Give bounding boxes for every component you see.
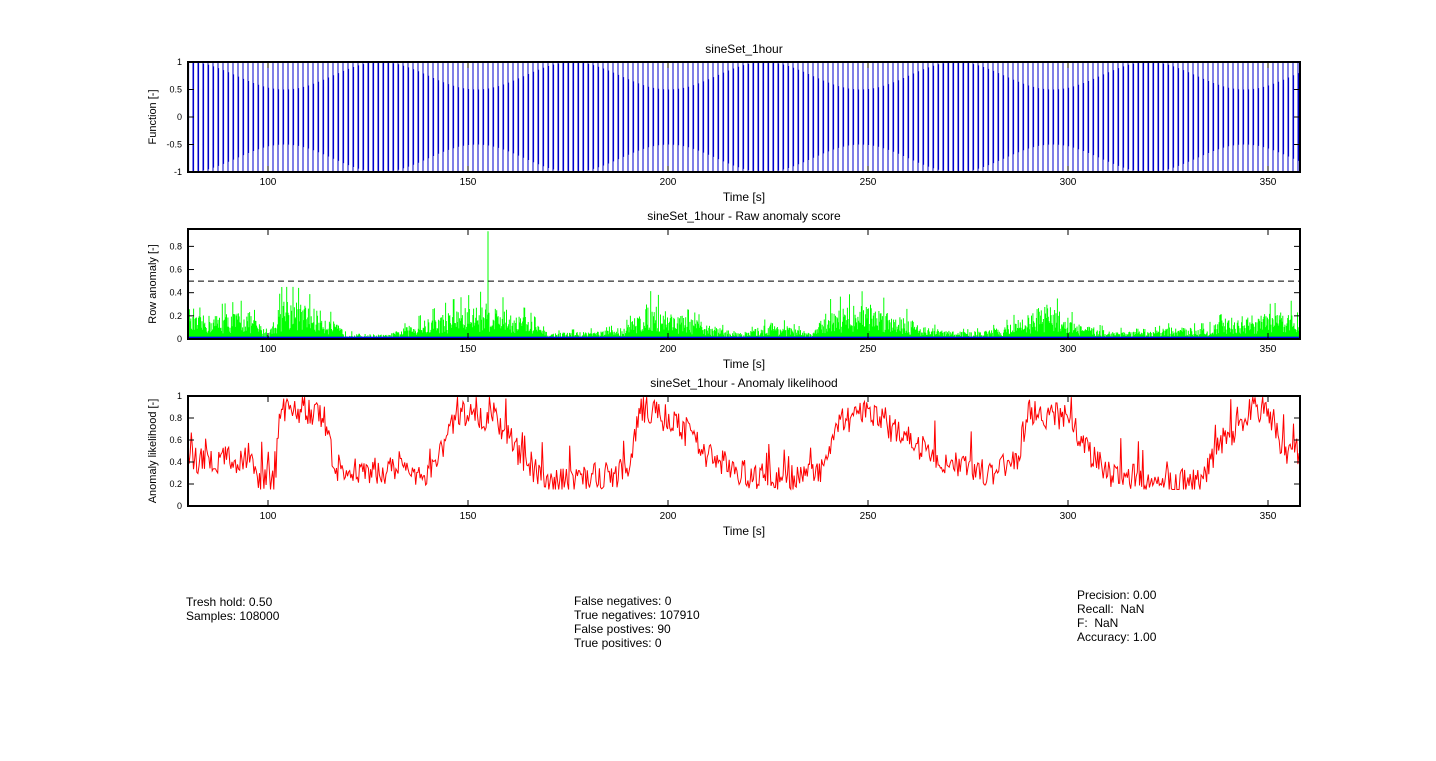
raw-anomaly-plot: 100 150 200 250 300 350 0 0.2 0.4 0.6 0.8 sineSet_1…: [147, 209, 1301, 371]
x-tick-label: 350: [1260, 511, 1277, 522]
y-tick-label: 0.5: [169, 85, 182, 95]
x-axis-label: Time [s]: [723, 190, 765, 204]
recall-label: Recall: NaN: [1077, 602, 1145, 616]
chart-title: sineSet_1hour - Anomaly likelihood: [650, 376, 837, 390]
plot-area: [188, 231, 1300, 339]
y-tick-label: 0.6: [169, 435, 182, 445]
true-positives-label: True positives: 0: [574, 636, 662, 650]
false-positives-label: False postives: 90: [574, 622, 671, 636]
false-negatives-label: False negatives: 0: [574, 594, 672, 608]
x-tick-label: 200: [660, 344, 677, 355]
y-tick-label: 0.6: [169, 265, 182, 275]
accuracy-label: Accuracy: 1.00: [1077, 630, 1157, 644]
y-tick-label: 0.2: [169, 311, 182, 321]
x-tick-label: 300: [1060, 177, 1077, 188]
y-tick-label: 0.8: [169, 241, 182, 251]
threshold-label: Tresh hold: 0.50: [186, 595, 273, 609]
function-series-line: [188, 62, 1300, 172]
y-tick-label: 1: [177, 57, 182, 67]
x-tick-label: 200: [660, 177, 677, 188]
x-axis-label: Time [s]: [723, 357, 765, 371]
confusion-stats: False negatives: 0 True negatives: 10791…: [574, 594, 700, 650]
x-tick-label: 300: [1060, 511, 1077, 522]
y-tick-label: 0.4: [169, 288, 182, 298]
chart-title: sineSet_1hour: [705, 42, 782, 56]
y-tick-label: -0.5: [166, 140, 182, 150]
x-axis-label: Time [s]: [723, 524, 765, 538]
x-tick-label: 350: [1260, 177, 1277, 188]
x-tick-label: 350: [1260, 344, 1277, 355]
y-tick-label: 1: [177, 391, 182, 401]
x-tick-label: 150: [460, 511, 477, 522]
f-score-label: F: NaN: [1077, 616, 1119, 630]
axes-frame: [187, 228, 1301, 340]
y-tick-label: 0: [177, 334, 182, 344]
x-tick-label: 100: [260, 511, 277, 522]
x-tick-label: 150: [460, 344, 477, 355]
plot-area: [188, 62, 1300, 172]
y-tick-label: 0: [177, 501, 182, 511]
samples-label: Samples: 108000: [186, 609, 280, 623]
y-tick-label: 0.8: [169, 413, 182, 423]
y-tick-label: 0.2: [169, 479, 182, 489]
y-tick-label: -1: [174, 167, 182, 177]
baseline-band: [188, 336, 1300, 339]
x-tick-label: 250: [860, 511, 877, 522]
x-tick-label: 200: [660, 511, 677, 522]
y-tick-label: 0: [177, 112, 182, 122]
true-negatives-label: True negatives: 107910: [574, 608, 700, 622]
metric-stats: Precision: 0.00 Recall: NaN F: NaN Accur…: [1077, 588, 1156, 644]
axes-frame: [187, 395, 1301, 507]
likelihood-series-line: [188, 397, 1300, 491]
x-tick-label: 150: [460, 177, 477, 188]
x-tick-label: 100: [260, 177, 277, 188]
x-tick-label: 100: [260, 344, 277, 355]
x-tick-label: 300: [1060, 344, 1077, 355]
raw-anomaly-series-line: [188, 231, 1300, 339]
y-tick-label: 0.4: [169, 457, 182, 467]
precision-label: Precision: 0.00: [1077, 588, 1157, 602]
threshold-stats: Tresh hold: 0.50 Samples: 108000: [186, 595, 279, 623]
y-axis-label: Anomaly likelihood [-]: [147, 399, 159, 504]
y-axis-label: Row anomaly [-]: [147, 244, 159, 323]
chart-title: sineSet_1hour - Raw anomaly score: [647, 209, 841, 223]
x-tick-label: 250: [860, 344, 877, 355]
x-tick-label: 250: [860, 177, 877, 188]
likelihood-plot: 100 150 200 250 300 350 0 0.2 0.4 0.6 0.8 1 sineSet_…: [147, 376, 1301, 538]
plot-area: [188, 397, 1300, 491]
function-plot: 100 150 200 250 300 350 -1 -0.5 0 0.5 1 sineSet_1ho…: [147, 42, 1301, 204]
y-axis-label: Function [-]: [147, 89, 159, 144]
